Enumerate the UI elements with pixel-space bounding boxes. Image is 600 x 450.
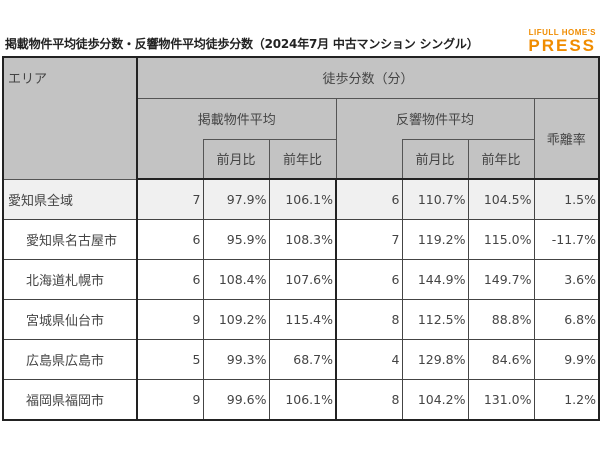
area-name: 愛知県全域: [2, 178, 138, 220]
table-row: 北海道札幌市 6 108.4% 107.6% 6 144.9% 149.7% 3…: [2, 259, 600, 300]
listed-minutes: 9: [136, 299, 204, 340]
area-name: 宮城県仙台市: [2, 299, 138, 340]
table-row: 愛知県名古屋市 6 95.9% 108.3% 7 119.2% 115.0% -…: [2, 219, 600, 260]
inquiry-mom: 129.8%: [401, 339, 469, 380]
header-row-1: エリア 徒歩分数（分）: [2, 56, 600, 180]
header-row-3: 前月比 前年比 前月比 前年比: [3, 138, 599, 180]
listed-mom: 95.9%: [202, 219, 270, 260]
listed-minutes: 7: [136, 178, 204, 220]
listed-mom: 99.6%: [202, 379, 270, 421]
logo-bottom-text: PRESS: [528, 36, 596, 55]
logo-top-text: LIFULL HOME'S: [528, 28, 596, 37]
inquiry-minutes: 8: [335, 379, 403, 421]
divergence: 1.5%: [533, 178, 600, 220]
inquiry-minutes: 8: [335, 299, 403, 340]
header-row-2: 掲載物件平均 反響物件平均 乖離率: [3, 97, 600, 180]
header-listed-yoy: 前年比: [268, 138, 337, 180]
header-inquiry-mom: 前月比: [401, 138, 469, 180]
header-inquiry-yoy: 前年比: [467, 138, 535, 180]
header-listed-mom: 前月比: [202, 138, 270, 180]
inquiry-yoy: 84.6%: [467, 339, 535, 380]
area-name: 北海道札幌市: [2, 259, 138, 300]
header-walk-minutes: 徒歩分数（分）: [136, 56, 600, 99]
table-title: 掲載物件平均徒歩分数・反響物件平均徒歩分数（2024年7月 中古マンション シン…: [5, 37, 479, 51]
header-inquiry-blank: [335, 139, 403, 180]
divergence: 6.8%: [533, 299, 600, 340]
table-row: 広島県広島市 5 99.3% 68.7% 4 129.8% 84.6% 9.9%: [2, 339, 600, 380]
area-name: 愛知県名古屋市: [2, 219, 138, 260]
listed-mom: 97.9%: [202, 178, 270, 220]
divergence: 9.9%: [533, 339, 600, 380]
inquiry-yoy: 104.5%: [467, 178, 535, 220]
listed-mom: 109.2%: [202, 299, 270, 340]
header-listed-avg: 掲載物件平均: [136, 97, 337, 139]
listed-mom: 108.4%: [202, 259, 270, 300]
inquiry-yoy: 131.0%: [467, 379, 535, 421]
divergence: 3.6%: [533, 259, 600, 300]
table-row: 愛知県全域 7 97.9% 106.1% 6 110.7% 104.5% 1.5…: [2, 178, 600, 220]
area-name: 福岡県福岡市: [2, 379, 138, 421]
listed-yoy: 107.6%: [268, 259, 337, 300]
listed-yoy: 108.3%: [268, 219, 337, 260]
listed-minutes: 9: [136, 379, 204, 421]
inquiry-mom: 112.5%: [401, 299, 469, 340]
area-name: 広島県広島市: [2, 339, 138, 380]
listed-yoy: 106.1%: [268, 379, 337, 421]
inquiry-mom: 144.9%: [401, 259, 469, 300]
inquiry-yoy: 115.0%: [467, 219, 535, 260]
inquiry-minutes: 4: [335, 339, 403, 380]
inquiry-yoy: 149.7%: [467, 259, 535, 300]
inquiry-mom: 119.2%: [401, 219, 469, 260]
listed-yoy: 106.1%: [268, 178, 337, 220]
table-row: 福岡県福岡市 9 99.6% 106.1% 8 104.2% 131.0% 1.…: [2, 379, 600, 421]
walk-minutes-table: エリア 徒歩分数（分） 掲載物件平均 反響物件平均 乖離率 前月比 前年比 前月…: [2, 56, 600, 421]
listed-yoy: 115.4%: [268, 299, 337, 340]
listed-mom: 99.3%: [202, 339, 270, 380]
divergence: -11.7%: [533, 219, 600, 260]
inquiry-minutes: 6: [335, 259, 403, 300]
header-divergence: 乖離率: [533, 97, 600, 180]
listed-minutes: 6: [136, 259, 204, 300]
listed-minutes: 6: [136, 219, 204, 260]
inquiry-minutes: 7: [335, 219, 403, 260]
header-area: エリア: [2, 56, 138, 180]
inquiry-mom: 110.7%: [401, 178, 469, 220]
divergence: 1.2%: [533, 379, 600, 421]
inquiry-minutes: 6: [335, 178, 403, 220]
header-inquiry-avg: 反響物件平均: [335, 97, 535, 139]
lifull-homes-press-logo: LIFULL HOME'S PRESS: [528, 28, 596, 54]
inquiry-mom: 104.2%: [401, 379, 469, 421]
listed-yoy: 68.7%: [268, 339, 337, 380]
table-row: 宮城県仙台市 9 109.2% 115.4% 8 112.5% 88.8% 6.…: [2, 299, 600, 340]
header-listed-blank: [136, 139, 204, 180]
inquiry-yoy: 88.8%: [467, 299, 535, 340]
listed-minutes: 5: [136, 339, 204, 380]
